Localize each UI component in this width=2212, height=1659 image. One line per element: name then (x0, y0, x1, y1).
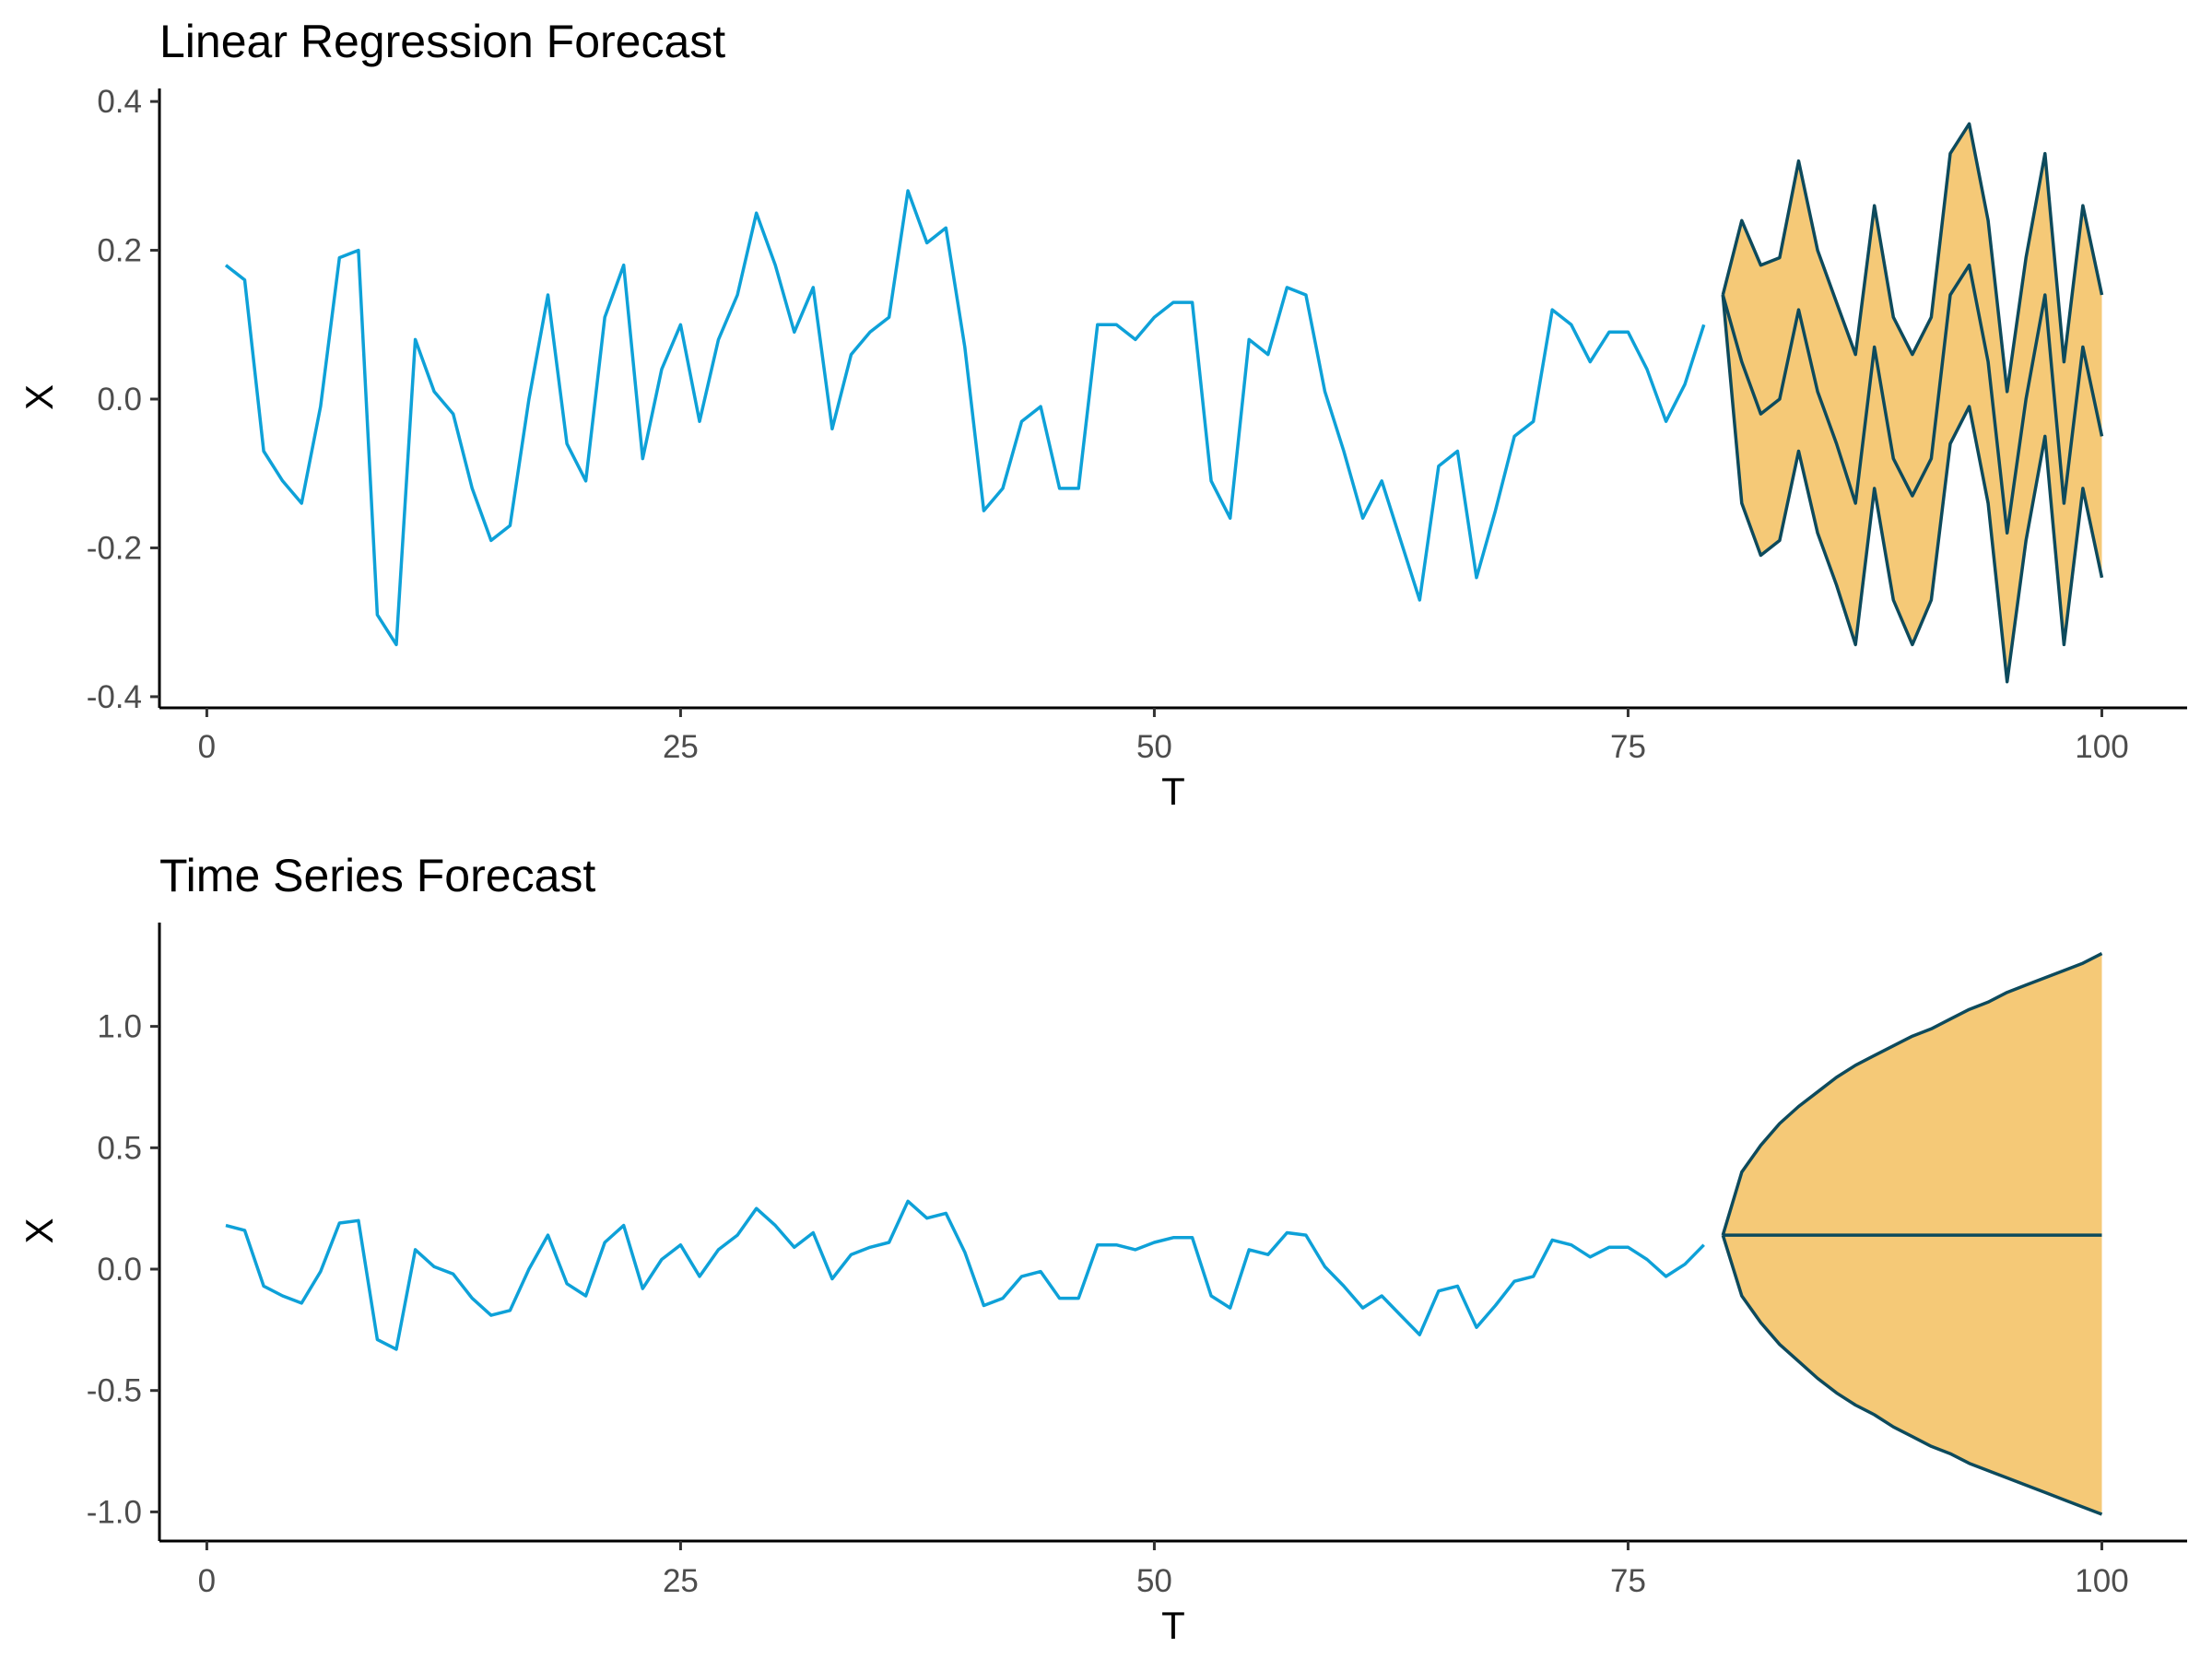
x-axis-title: T (1161, 770, 1185, 813)
forecast-lower-line (1721, 1234, 2103, 1516)
forecast-lower-line (1721, 294, 2104, 684)
x-tick-label: 100 (2075, 1563, 2128, 1599)
forecast-upper-line (1721, 952, 2103, 1236)
y-tick-label: 0.0 (97, 1252, 142, 1288)
x-tick-label: 100 (2075, 729, 2128, 765)
observed-series-line (225, 1199, 1705, 1351)
x-tick-label: 0 (198, 1563, 216, 1599)
panel-time-series: Time Series Forecast 0 25 50 75 100 -1.0 -0.5 0.… (18, 850, 2187, 1647)
x-tick-label: 25 (663, 729, 699, 765)
x-tick-label: 75 (1610, 729, 1646, 765)
x-tick-label: 50 (1136, 729, 1172, 765)
chart-title: Time Series Forecast (159, 850, 595, 901)
chart-title: Linear Regression Forecast (159, 16, 725, 67)
y-tick-label: 0.0 (97, 382, 142, 418)
forecast-mean-line (1721, 263, 2104, 535)
panel-linear-regression: Linear Regression Forecast 0 25 50 75 100 -0.4… (18, 16, 2187, 813)
y-tick-label: -1.0 (87, 1494, 142, 1530)
observed-series-line (224, 189, 1706, 647)
y-tick-label: 0.5 (97, 1130, 142, 1166)
y-axis-title: X (18, 384, 61, 410)
x-tick-label: 75 (1610, 1563, 1646, 1599)
y-tick-label: 1.0 (97, 1009, 142, 1045)
x-tick-label: 25 (663, 1563, 699, 1599)
x-axis-title: T (1161, 1604, 1185, 1647)
forecast-upper-line (1721, 122, 2104, 394)
y-tick-label: 0.4 (97, 84, 142, 120)
forecast-interval-band (1723, 124, 2102, 682)
y-axis-title: X (18, 1218, 61, 1243)
y-tick-label: -0.2 (87, 530, 142, 566)
y-tick-label: 0.2 (97, 233, 142, 269)
y-tick-label: -0.5 (87, 1373, 142, 1409)
x-tick-label: 0 (198, 729, 216, 765)
y-tick-label: -0.4 (87, 679, 142, 715)
x-tick-label: 50 (1136, 1563, 1172, 1599)
